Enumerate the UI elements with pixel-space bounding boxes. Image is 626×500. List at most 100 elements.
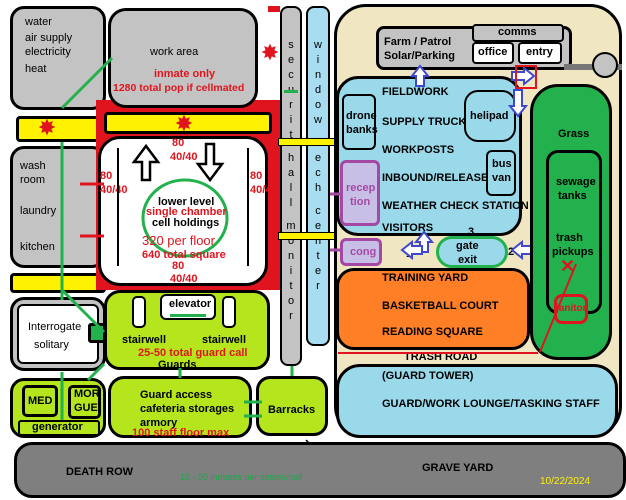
laundry-label: laundry (20, 205, 57, 217)
death-row-block (14, 442, 626, 498)
stairwell-left-box (132, 296, 146, 328)
utilities-block (10, 6, 106, 110)
capacity-left-4040: 40/40 (100, 184, 128, 196)
security-red-mark (268, 6, 280, 12)
capacity-top-80: 80 (172, 137, 185, 149)
solar-label: Solar/Parking (384, 50, 455, 62)
utility-electricity: electricity (25, 46, 71, 58)
barracks-block (256, 376, 328, 436)
drone-banks-box (342, 94, 376, 150)
total-square-label: 640 total square (142, 249, 226, 261)
capacity-bottom-80: 80 (172, 260, 185, 272)
cafeteria-label: cafeteria storages (140, 403, 235, 415)
janitor-label: janitor (556, 303, 587, 314)
security-hall-corridor (280, 6, 302, 366)
inmate-only-label: inmate only (154, 68, 216, 80)
office-label: office (478, 46, 508, 58)
up-arrow-icon (131, 143, 161, 182)
workposts-label: WORKPOSTS (382, 144, 455, 156)
up-arrow-icon (409, 64, 431, 87)
utility-water: water (25, 16, 52, 28)
reception-box (340, 160, 380, 226)
star-icon: ✸ (174, 111, 194, 136)
stairwell-left-label: stairwell (122, 334, 167, 346)
capacity-left-80: 80 (100, 170, 113, 182)
weather-label: WEATHER CHECK STATION (382, 200, 529, 212)
star-strip-center (104, 112, 272, 134)
connector-utility-work (60, 56, 114, 110)
trash-x-mark: ✕ (560, 256, 576, 276)
room-label: room (20, 174, 46, 186)
kitchen-label: kitchen (20, 241, 55, 253)
guard-call-label: 25-50 total guard call (138, 347, 248, 359)
stairwell-right-label: stairwell (202, 334, 247, 346)
route-num-3: 3 (468, 226, 475, 238)
capacity-right-4040: 40/40 (250, 184, 278, 196)
services-block (10, 146, 106, 268)
cong-label: cong (350, 246, 377, 258)
guard-tower-label: (GUARD TOWER) (382, 370, 474, 382)
tanks-label: tanks (558, 190, 587, 202)
capacity-right-80: 80 (250, 170, 263, 182)
morgue-label-1: MOR (74, 388, 100, 400)
elevator-door (170, 314, 206, 317)
cell-holdings-label: cell holdings (152, 217, 220, 229)
cell-block-arrows (117, 142, 249, 266)
office-box (472, 42, 514, 64)
window-tech-corridor (306, 6, 330, 346)
morgue-label-2: GUE (74, 402, 98, 414)
med-label: MED (28, 395, 53, 407)
death-row-label: DEATH ROW (66, 466, 134, 478)
security-green-mark (284, 90, 298, 93)
inmates-note: 10 - 50 inmates per sesion/cell (180, 472, 303, 482)
van-label: van (492, 172, 511, 184)
reading-label: READING SQUARE (382, 326, 483, 338)
interrogate-label: Interrogate (28, 321, 82, 333)
guard-access-label: Guard access (140, 389, 213, 401)
guard-tower-block (336, 364, 618, 438)
janitor-box (554, 294, 588, 324)
sewage-label: sewage (556, 176, 596, 188)
stairwell-right-box (222, 296, 236, 328)
drone-label: drone (346, 110, 377, 122)
med-room (22, 385, 58, 417)
capacity-bottom-4040: 40/40 (170, 273, 198, 285)
solitary-label: solitary (34, 339, 69, 351)
comms-label: comms (498, 26, 537, 38)
entry-label: entry (526, 46, 553, 58)
helipad-label: helipad (470, 110, 509, 122)
bus-van-box (486, 150, 516, 196)
route-num-2: 2 (508, 246, 515, 258)
grass-label: Grass (558, 128, 590, 140)
trash-road-label: TRASH ROAD (404, 351, 478, 363)
connector-left-stair (86, 362, 106, 382)
lower-level-label: lower level (158, 196, 215, 208)
trash-road-line (338, 352, 538, 354)
barracks-label: Barracks (268, 404, 316, 416)
entry-marker (515, 65, 537, 89)
farm-label: Farm / Patrol (384, 36, 452, 48)
cong-box (340, 238, 382, 266)
visitors-label: VISITORS (382, 222, 434, 234)
guard-lounge-label: GUARD/WORK LOUNGE/TASKING STAFF (382, 398, 600, 410)
grave-yard-label: GRAVE YARD (422, 462, 494, 474)
training-yard-label: TRAINING YARD (382, 272, 469, 284)
supply-trucks-label: SUPPLY TRUCKS (382, 116, 474, 128)
elevator-label: elevator (169, 298, 212, 310)
generator-label: generator (32, 421, 83, 433)
work-area-block (108, 8, 258, 108)
basketball-label: BASKETBALL COURT (382, 300, 499, 312)
cell-block (98, 136, 268, 286)
date-label: 10/22/2024 (540, 476, 591, 487)
down-arrow-icon (195, 142, 225, 183)
pickups-label: pickups (552, 246, 594, 258)
entry-gate-circle (592, 52, 618, 78)
utility-heat: heat (25, 63, 47, 75)
morgue-room (68, 385, 101, 419)
fieldwork-label: FIELDWORK (382, 86, 449, 98)
reception-label-2: tion (350, 196, 371, 208)
gate-exit-box (436, 236, 508, 268)
generator-room (18, 420, 100, 436)
gate-label: gate (456, 240, 479, 252)
